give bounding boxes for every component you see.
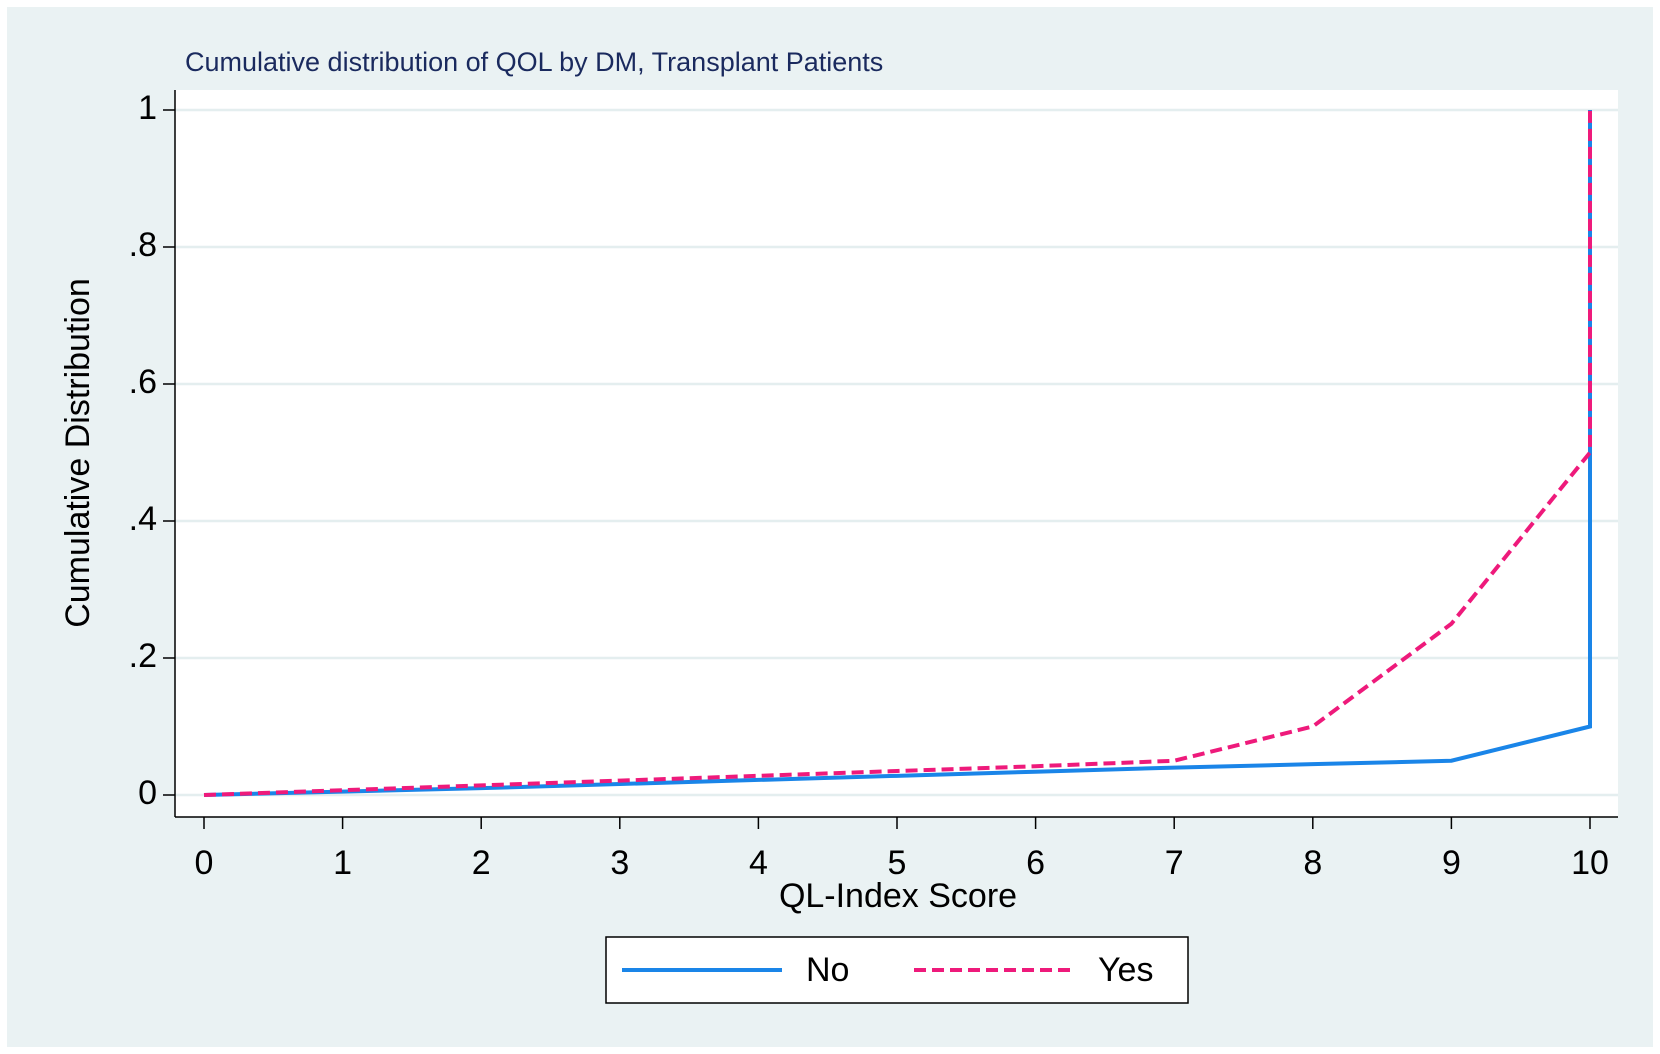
chart-title: Cumulative distribution of QOL by DM, Tr…: [185, 47, 883, 77]
y-tick-label: .6: [129, 363, 157, 401]
y-tick-label: .8: [129, 226, 157, 264]
x-tick-label: 4: [749, 844, 768, 882]
x-axis-label: QL-Index Score: [779, 877, 1017, 915]
y-tick-label: 0: [138, 774, 157, 812]
y-tick-label: .4: [129, 500, 157, 538]
legend-label: No: [806, 951, 849, 989]
x-tick-label: 7: [1165, 844, 1184, 882]
x-tick-label: 3: [610, 844, 629, 882]
x-tick-label: 1: [333, 844, 352, 882]
y-axis-label: Cumulative Distribution: [59, 278, 97, 628]
x-tick-label: 10: [1571, 844, 1609, 882]
series-line: [203, 110, 1592, 797]
x-tick-label: 0: [195, 844, 214, 882]
x-tick-label: 2: [472, 844, 491, 882]
x-tick-label: 6: [1026, 844, 1045, 882]
plot-area: [175, 90, 1618, 817]
y-tick-label: .2: [129, 637, 157, 675]
y-tick-label: 1: [138, 89, 157, 127]
x-tick-label: 9: [1442, 844, 1461, 882]
series-line: [203, 110, 1592, 797]
legend-label: Yes: [1098, 951, 1153, 989]
x-tick-label: 5: [888, 844, 907, 882]
x-tick-label: 8: [1303, 844, 1322, 882]
